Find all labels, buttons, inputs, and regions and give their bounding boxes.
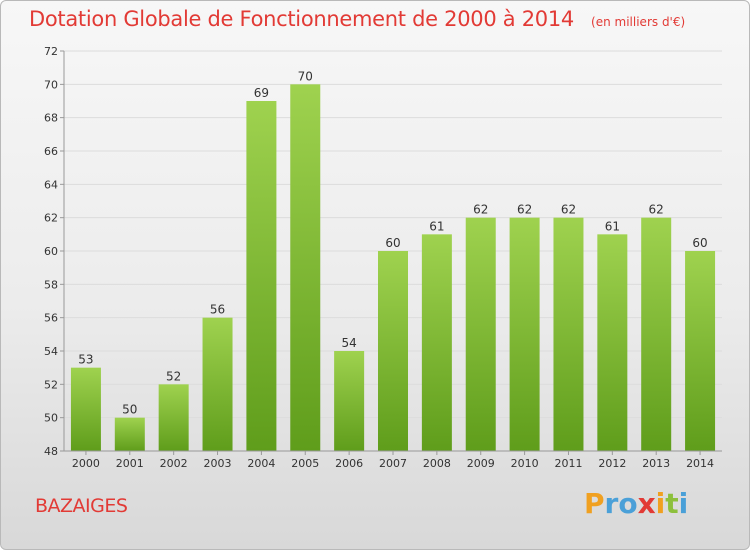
- x-tick-label: 2009: [467, 457, 495, 470]
- logo-letter: o: [618, 487, 638, 520]
- y-tick-label: 52: [44, 378, 58, 391]
- x-tick-label: 2010: [511, 457, 539, 470]
- x-tick-label: 2002: [160, 457, 188, 470]
- bar-2005: [290, 84, 321, 451]
- value-label: 50: [122, 403, 137, 417]
- value-label: 53: [78, 353, 93, 367]
- y-tick-label: 72: [44, 45, 58, 58]
- value-label: 60: [385, 236, 400, 250]
- y-tick-label: 62: [44, 212, 58, 225]
- bar-2009: [465, 217, 496, 451]
- x-tick-label: 2007: [379, 457, 407, 470]
- y-tick-label: 56: [44, 312, 58, 325]
- x-tick-label: 2000: [72, 457, 100, 470]
- bar-2008: [421, 234, 452, 451]
- bar-2010: [509, 217, 540, 451]
- y-tick-label: 54: [44, 345, 58, 358]
- bars-layer: [70, 84, 716, 451]
- y-tick-label: 66: [44, 145, 58, 158]
- y-tick-label: 60: [44, 245, 58, 258]
- bar-2007: [378, 251, 408, 451]
- bar-2003: [202, 317, 233, 451]
- x-tick-label: 2013: [642, 457, 670, 470]
- x-tick-label: 2011: [554, 457, 582, 470]
- x-tick-label: 2006: [335, 457, 363, 470]
- value-label: 62: [517, 203, 532, 217]
- logo-letter: r: [604, 487, 619, 520]
- value-label: 52: [166, 369, 181, 383]
- y-tick-label: 68: [44, 112, 58, 125]
- value-label: 62: [649, 203, 664, 217]
- value-label: 70: [298, 69, 313, 83]
- bar-2002: [158, 384, 189, 451]
- x-tick-label: 2001: [116, 457, 144, 470]
- value-label: 56: [210, 303, 225, 317]
- title-row: Dotation Globale de Fonctionnement de 20…: [29, 7, 685, 31]
- commune-name: BAZAIGES: [35, 495, 128, 517]
- bar-2006: [334, 351, 365, 451]
- bar-2000: [70, 367, 101, 451]
- axes-layer: 48 50 52 54 56 58 60 62 64 66 68 70 72 2000 2001 2002 20…: [44, 45, 722, 470]
- proxiti-logo: Proxiti: [584, 487, 688, 520]
- labels-layer: 53 50 52 56 69 70 54 60 61 62 62 62 61 62 60: [78, 69, 707, 416]
- bar-2014: [685, 251, 716, 451]
- x-tick-label: 2003: [204, 457, 232, 470]
- logo-letter: x: [637, 487, 656, 520]
- value-label: 61: [605, 219, 620, 233]
- x-tick-label: 2005: [291, 457, 319, 470]
- value-label: 62: [473, 203, 488, 217]
- chart-unit-note: (en milliers d'€): [591, 15, 686, 29]
- chart-title: Dotation Globale de Fonctionnement de 20…: [29, 7, 574, 31]
- bar-2013: [641, 217, 672, 451]
- y-tick-label: 58: [44, 278, 58, 291]
- logo-letter: i: [655, 487, 666, 520]
- y-tick-label: 64: [44, 178, 58, 191]
- bar-2001: [114, 417, 145, 451]
- value-label: 62: [561, 203, 576, 217]
- x-tick-label: 2004: [247, 457, 275, 470]
- value-label: 69: [254, 86, 269, 100]
- y-tick-label: 70: [44, 78, 58, 91]
- x-tick-label: 2012: [598, 457, 626, 470]
- bar-2011: [553, 217, 584, 451]
- value-label: 61: [429, 219, 444, 233]
- x-tick-label: 2008: [423, 457, 451, 470]
- y-tick-label: 50: [44, 412, 58, 425]
- logo-letter: P: [584, 487, 605, 520]
- bar-2004: [246, 101, 277, 451]
- value-label: 60: [692, 236, 707, 250]
- logo-letter: t: [665, 487, 679, 520]
- x-tick-label: 2014: [686, 457, 714, 470]
- bar-2012: [597, 234, 628, 451]
- y-tick-label: 48: [44, 445, 58, 458]
- logo-letter: i: [678, 487, 689, 520]
- value-label: 54: [341, 336, 356, 350]
